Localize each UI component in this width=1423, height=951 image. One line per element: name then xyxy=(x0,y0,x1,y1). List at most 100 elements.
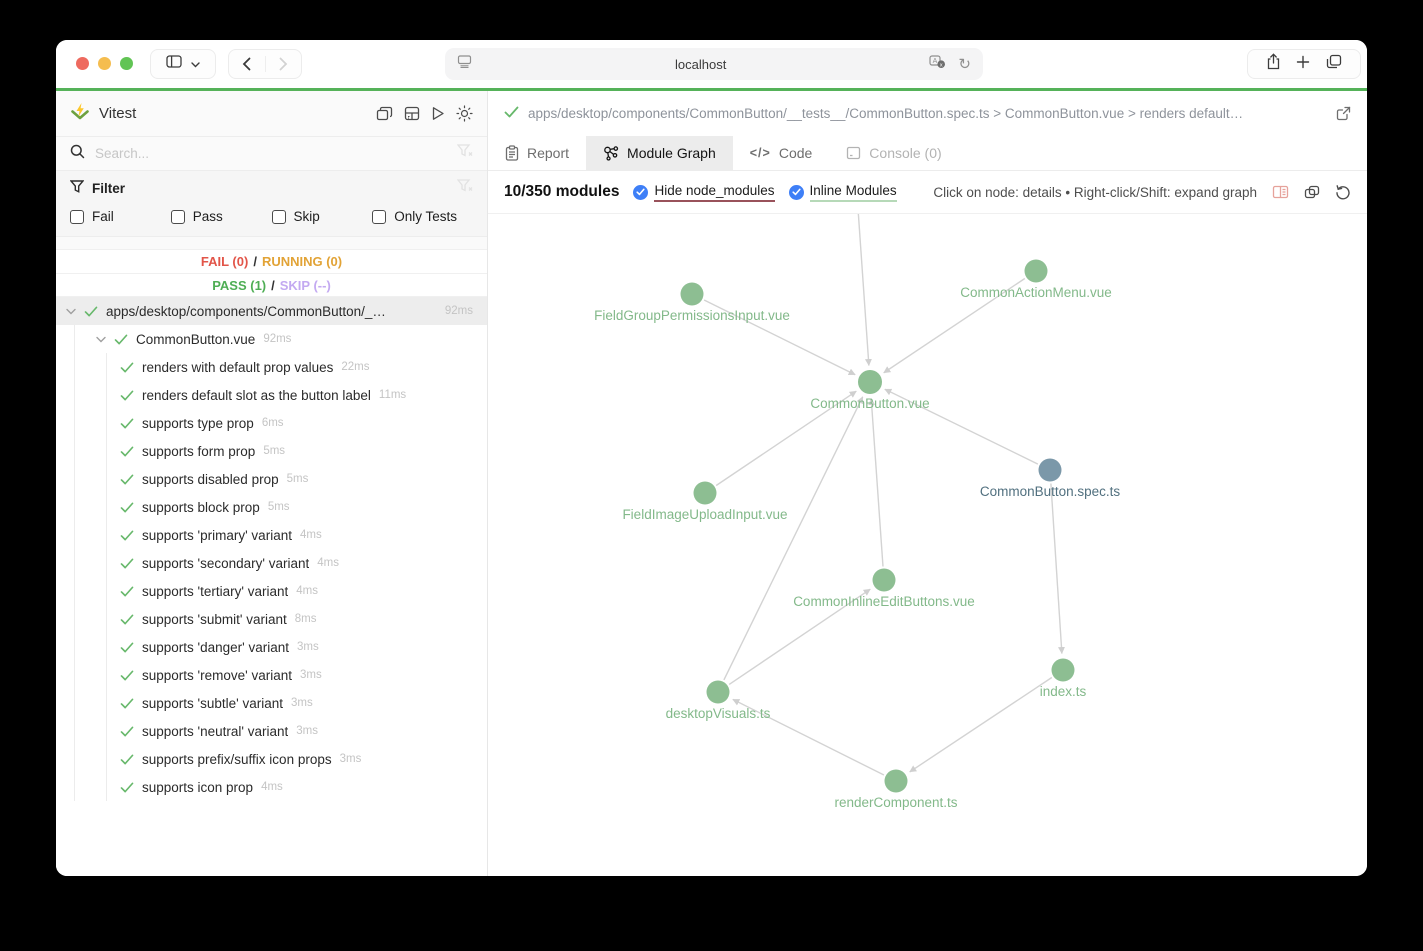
tree-test-row[interactable]: supports prefix/suffix icon props 3ms xyxy=(56,745,487,773)
node-details-book-icon[interactable] xyxy=(1272,185,1289,199)
tab-console-0[interactable]: Console (0) xyxy=(829,136,958,170)
zoom-button[interactable] xyxy=(120,57,133,70)
clear-filter-icon[interactable] xyxy=(456,179,473,198)
tab-code[interactable]: </> Code xyxy=(733,136,830,170)
test-duration: 3ms xyxy=(339,753,362,765)
run-all-icon[interactable] xyxy=(431,106,445,121)
dashboard-icon[interactable] xyxy=(404,106,420,121)
forward-button[interactable] xyxy=(266,50,302,78)
graph-node-renderComponent.ts[interactable]: renderComponent.ts xyxy=(834,769,958,811)
sidebar-toggle-button[interactable] xyxy=(150,49,216,79)
check-icon xyxy=(120,530,134,541)
graph-node-CommonInlineEditButtons.vue[interactable]: CommonInlineEditButtons.vue xyxy=(793,568,975,610)
checkbox-icon[interactable] xyxy=(70,209,84,224)
tree-test-row[interactable]: supports form prop 5ms xyxy=(56,437,487,465)
divider xyxy=(264,56,266,72)
svg-text:renderComponent.ts: renderComponent.ts xyxy=(834,795,957,810)
svg-text:CommonButton.spec.ts: CommonButton.spec.ts xyxy=(980,484,1121,499)
check-icon xyxy=(120,390,134,401)
tree-test-row[interactable]: supports 'secondary' variant 4ms xyxy=(56,549,487,577)
test-duration: 22ms xyxy=(341,361,370,373)
test-duration: 3ms xyxy=(296,725,318,737)
filter-option-skip[interactable]: Skip xyxy=(271,209,373,224)
chevron-down-icon xyxy=(191,55,200,73)
checkbox-icon[interactable] xyxy=(372,209,387,224)
search-input[interactable] xyxy=(95,146,447,161)
tree-test-row[interactable]: supports type prop 6ms xyxy=(56,409,487,437)
graph-node-FieldGroupPermissionsInput.vue[interactable]: FieldGroupPermissionsInput.vue xyxy=(594,282,790,324)
clear-filter-icon[interactable] xyxy=(456,144,473,163)
back-button[interactable] xyxy=(229,50,265,78)
check-icon xyxy=(84,306,98,317)
graph-edge xyxy=(715,390,857,487)
graph-edge xyxy=(857,214,872,366)
stacked-windows-icon[interactable] xyxy=(376,106,393,121)
tree-suite-row[interactable]: CommonButton.vue 92ms xyxy=(56,325,487,353)
graph-node-index.ts[interactable]: index.ts xyxy=(1040,658,1087,700)
graph-node-CommonButton.vue[interactable]: CommonButton.vue xyxy=(810,370,930,411)
tab-label: Console (0) xyxy=(869,145,942,161)
tree-test-row[interactable]: supports 'submit' variant 8ms xyxy=(56,605,487,633)
graph-node-CommonActionMenu.vue[interactable]: CommonActionMenu.vue xyxy=(960,259,1112,301)
tree-test-row[interactable]: supports 'subtle' variant 3ms xyxy=(56,689,487,717)
filter-option-only-tests[interactable]: Only Tests xyxy=(372,209,473,224)
filter-option-fail[interactable]: Fail xyxy=(70,209,171,224)
graph-edge xyxy=(909,676,1053,773)
tree-test-row[interactable]: renders default slot as the button label… xyxy=(56,381,487,409)
chevron-down-icon[interactable] xyxy=(66,308,76,315)
round-checkbox-icon[interactable] xyxy=(633,184,649,200)
tree-test-row[interactable]: supports 'primary' variant 4ms xyxy=(56,521,487,549)
test-label: supports prefix/suffix icon props xyxy=(142,751,332,767)
test-duration: 3ms xyxy=(290,697,313,709)
tree-test-row[interactable]: supports icon prop 4ms xyxy=(56,773,487,801)
graph-hint: Click on node: details • Right-click/Shi… xyxy=(933,184,1257,200)
tree-test-row[interactable]: renders with default prop values 22ms xyxy=(56,353,487,381)
reload-icon[interactable]: ↻ xyxy=(958,55,971,73)
tab-report[interactable]: Report xyxy=(488,136,586,170)
round-checkbox-icon[interactable] xyxy=(788,184,804,200)
test-label: supports block prop xyxy=(142,499,260,515)
graph-node-desktopVisuals.ts[interactable]: desktopVisuals.ts xyxy=(666,680,771,722)
new-tab-icon[interactable] xyxy=(1296,55,1310,74)
checkbox-icon[interactable] xyxy=(271,209,286,224)
check-icon xyxy=(120,670,134,681)
tree-test-row[interactable]: supports block prop 5ms xyxy=(56,493,487,521)
graph-node-CommonButton.spec.ts[interactable]: CommonButton.spec.ts xyxy=(980,458,1121,500)
theme-sun-icon[interactable] xyxy=(456,105,473,122)
report-icon xyxy=(505,145,519,161)
overlap-windows-icon[interactable] xyxy=(1304,185,1320,199)
close-button[interactable] xyxy=(76,57,89,70)
tab-overview-icon[interactable] xyxy=(1326,54,1342,74)
share-icon[interactable] xyxy=(1266,53,1281,75)
graph-node-FieldImageUploadInput.vue[interactable]: FieldImageUploadInput.vue xyxy=(622,481,788,523)
graph-checkbox-inline-modules[interactable]: Inline Modules xyxy=(788,183,897,202)
open-external-icon[interactable] xyxy=(1336,106,1351,121)
module-graph-canvas[interactable]: FieldGroupPermissionsInput.vue CommonActi… xyxy=(488,214,1367,876)
test-label: supports 'subtle' variant xyxy=(142,695,283,711)
chevron-down-icon[interactable] xyxy=(96,336,106,343)
test-label: renders default slot as the button label xyxy=(142,387,371,403)
tree-test-row[interactable]: supports 'neutral' variant 3ms xyxy=(56,717,487,745)
status-row: FAIL (0) / RUNNING (0) xyxy=(56,250,487,273)
reader-icon[interactable] xyxy=(457,55,472,73)
filter-option-pass[interactable]: Pass xyxy=(170,209,272,224)
test-duration: 3ms xyxy=(297,641,319,653)
app-title: Vitest xyxy=(99,105,137,122)
tab-module-graph[interactable]: Module Graph xyxy=(586,136,733,170)
url-text[interactable]: localhost xyxy=(675,56,727,72)
graph-checkbox-label: Hide node_modules xyxy=(654,183,775,202)
tree-test-row[interactable]: supports 'danger' variant 3ms xyxy=(56,633,487,661)
test-label: supports 'secondary' variant xyxy=(142,555,310,571)
checkbox-icon[interactable] xyxy=(170,209,185,224)
minimize-button[interactable] xyxy=(98,57,111,70)
graph-checkbox-hide-node_modules[interactable]: Hide node_modules xyxy=(633,183,775,202)
reset-graph-icon[interactable] xyxy=(1335,184,1351,200)
tree-test-row[interactable]: supports disabled prop 5ms xyxy=(56,465,487,493)
svg-text:index.ts: index.ts xyxy=(1040,684,1087,699)
tree-test-row[interactable]: supports 'remove' variant 3ms xyxy=(56,661,487,689)
tree-test-row[interactable]: supports 'tertiary' variant 4ms xyxy=(56,577,487,605)
tree-file-row[interactable]: apps/desktop/components/CommonButton/_… 9… xyxy=(56,297,487,325)
